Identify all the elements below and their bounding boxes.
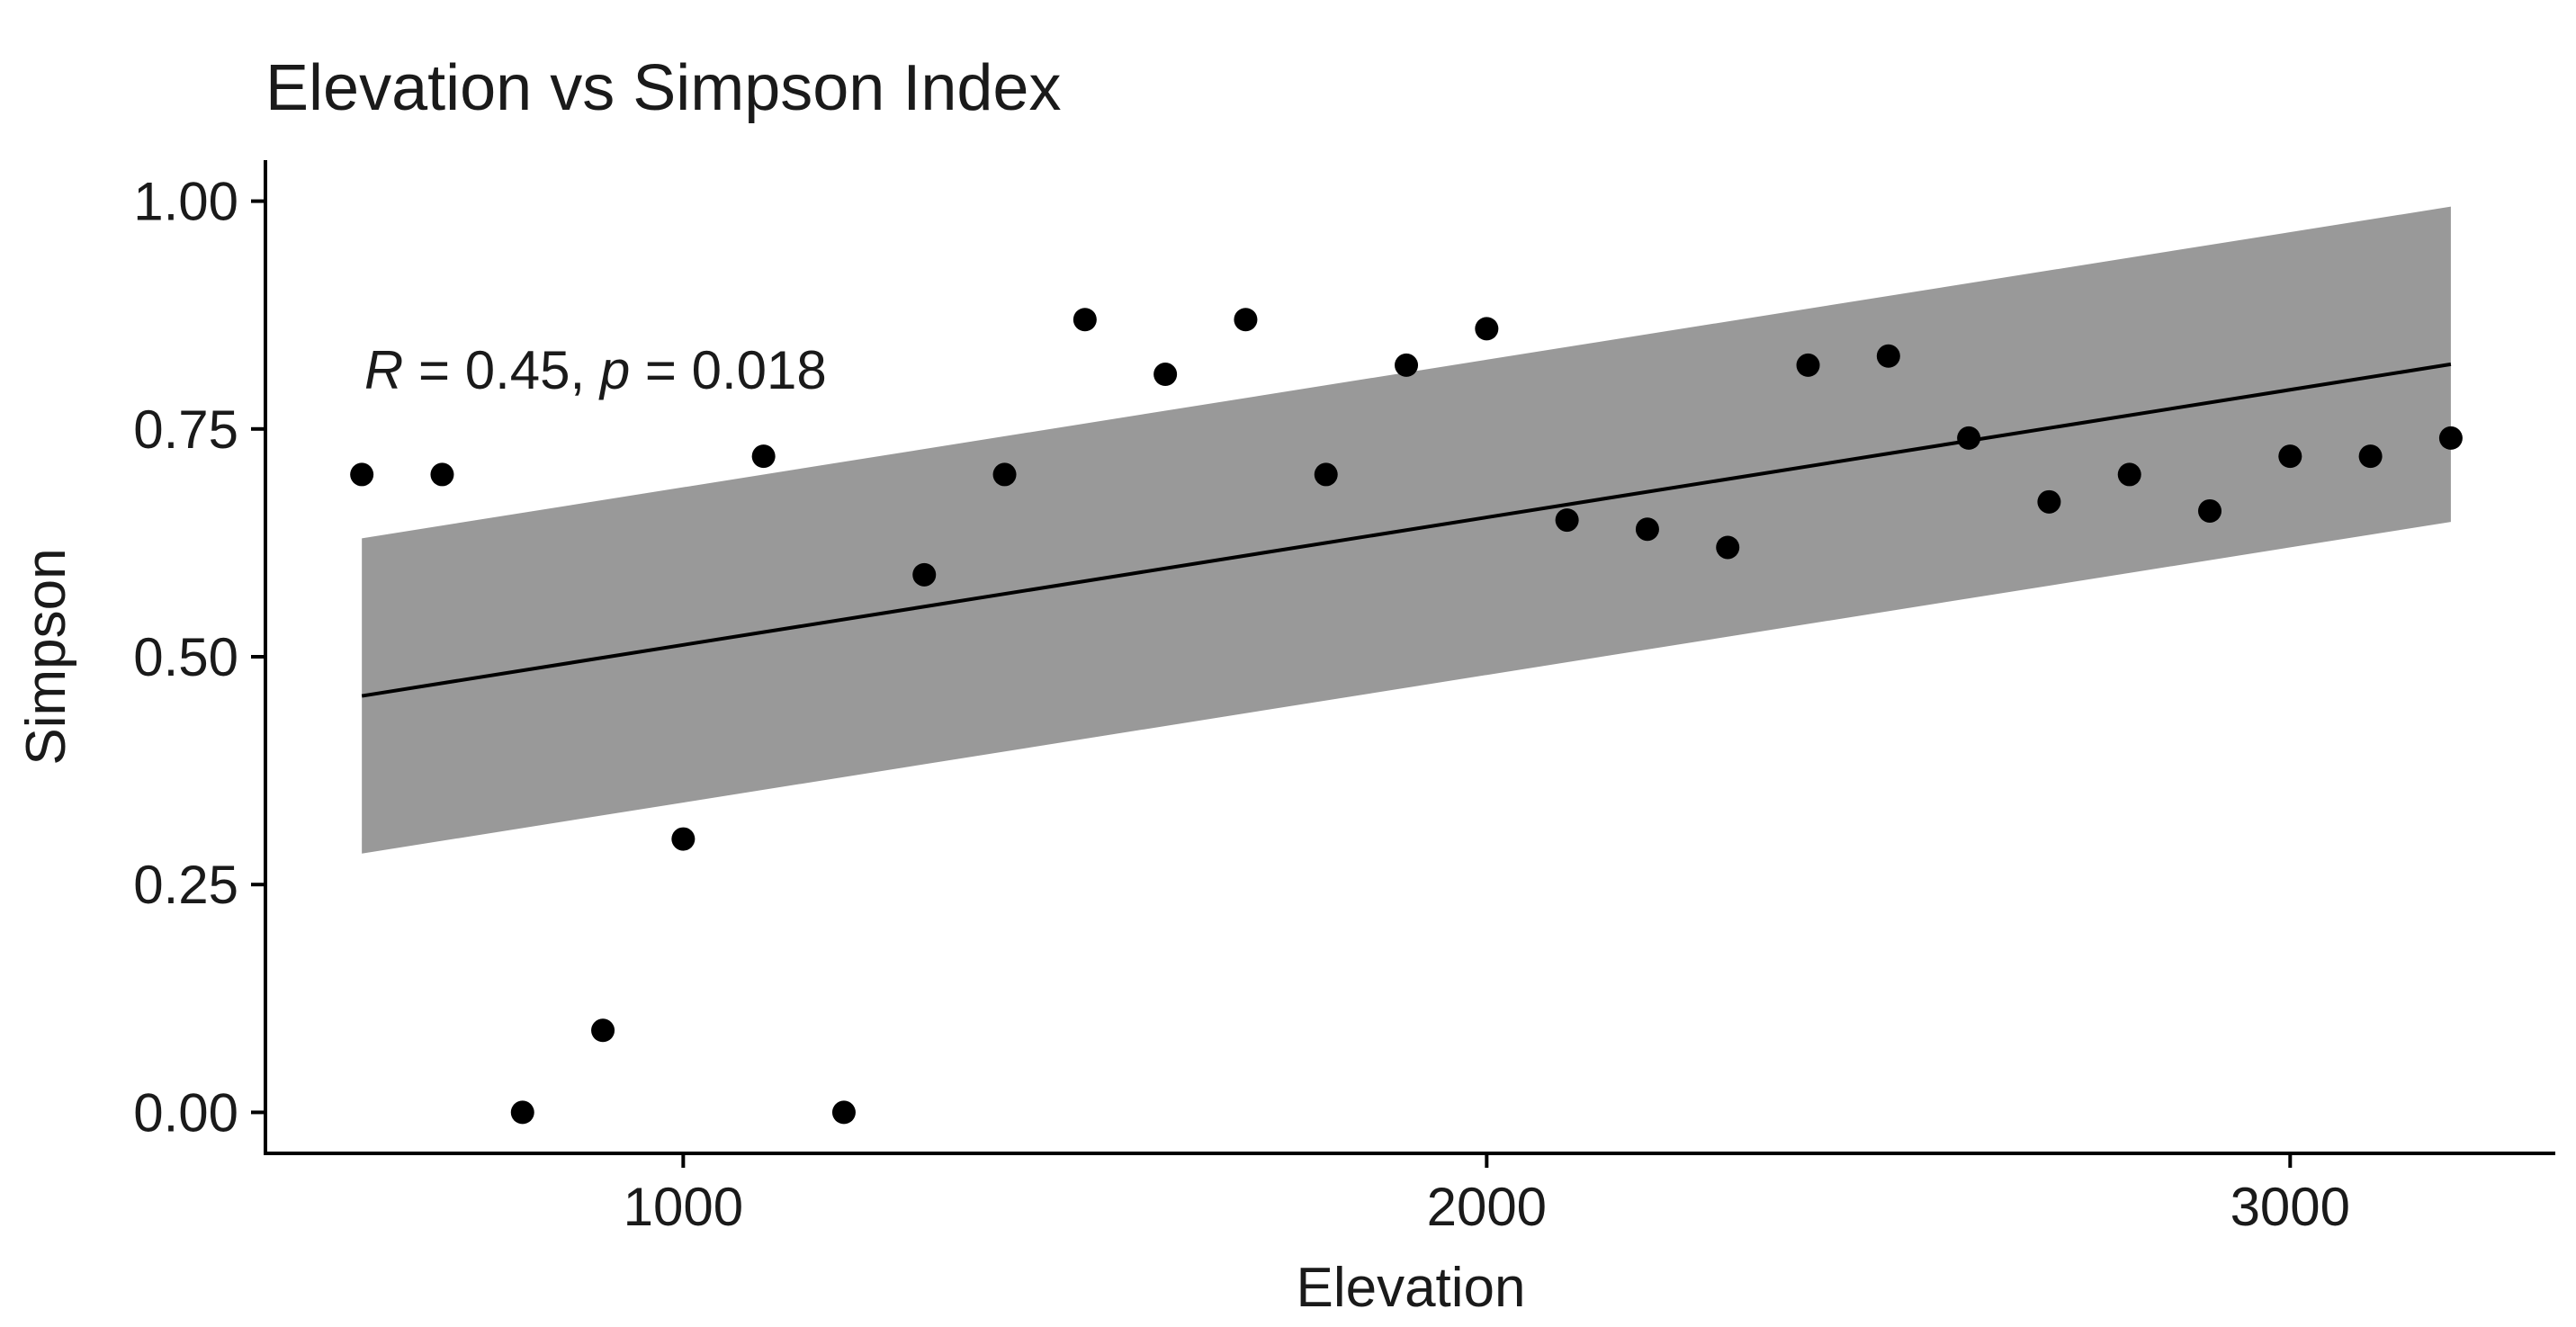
data-points-layer — [350, 308, 2463, 1125]
data-point — [1555, 508, 1579, 533]
chart-title: Elevation vs Simpson Index — [265, 52, 1061, 124]
x-tick-label: 1000 — [624, 1177, 743, 1237]
y-axis-ticks: 0.00 0.25 0.50 0.75 1.00 — [133, 172, 265, 1143]
data-point — [1716, 535, 1740, 560]
data-point — [1957, 426, 1981, 450]
x-tick-label: 2000 — [1427, 1177, 1547, 1237]
x-axis-ticks: 1000 2000 3000 — [624, 1153, 2350, 1237]
data-point — [671, 827, 696, 851]
r-value: = 0.45, — [403, 340, 600, 400]
data-point — [1876, 344, 1900, 368]
data-point — [1796, 353, 1820, 377]
data-point — [912, 562, 937, 587]
data-point — [2358, 444, 2383, 469]
data-point — [1314, 462, 1338, 487]
data-point — [2438, 426, 2463, 450]
data-point — [510, 1100, 534, 1125]
y-tick-label: 0.50 — [133, 627, 238, 687]
data-point — [1475, 317, 1499, 341]
data-point — [2198, 498, 2222, 523]
data-point — [831, 1100, 856, 1125]
data-point — [350, 462, 374, 487]
data-point — [2278, 444, 2302, 469]
y-tick-label: 1.00 — [133, 172, 238, 232]
regression-line-layer — [361, 362, 2452, 698]
data-point — [2037, 489, 2061, 514]
data-point — [591, 1018, 615, 1043]
data-point — [2117, 462, 2141, 487]
x-tick-label: 3000 — [2230, 1177, 2350, 1237]
regression-line — [361, 362, 2452, 698]
data-point — [1635, 517, 1659, 542]
p-value: = 0.018 — [630, 340, 827, 400]
data-point — [1395, 353, 1419, 377]
y-tick-label: 0.25 — [133, 855, 238, 915]
data-point — [1073, 308, 1097, 332]
data-point — [1234, 308, 1258, 332]
data-point — [751, 444, 776, 469]
r-symbol: R — [364, 340, 403, 400]
y-axis-label: Simpson — [15, 548, 77, 765]
x-axis-label: Elevation — [1296, 1257, 1525, 1319]
correlation-annotation: R = 0.45, p = 0.018 — [364, 340, 827, 400]
y-tick-label: 0.75 — [133, 399, 238, 460]
data-point — [992, 462, 1017, 487]
p-symbol: p — [598, 340, 630, 400]
data-point — [1153, 363, 1178, 387]
data-point — [430, 462, 454, 487]
y-tick-label: 0.00 — [133, 1082, 238, 1143]
